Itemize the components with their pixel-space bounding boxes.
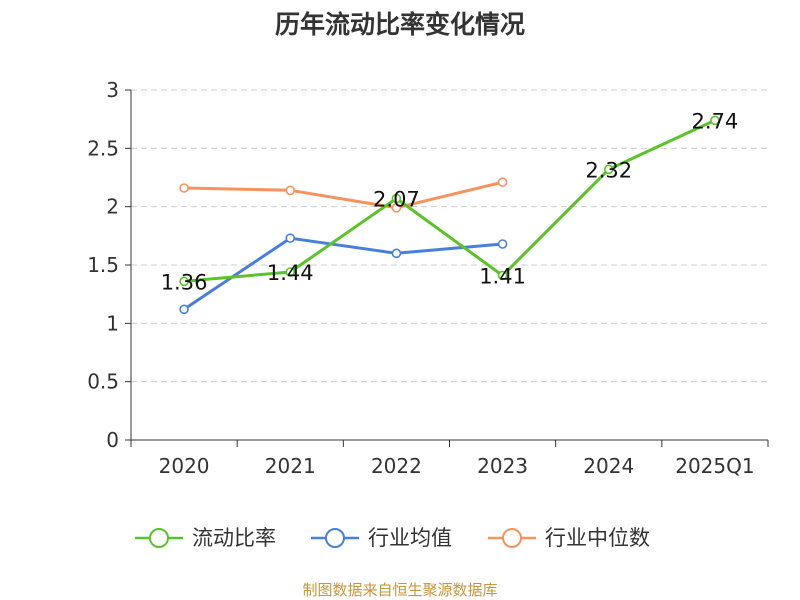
data-label: 1.41 xyxy=(479,265,526,289)
y-tick-label: 1 xyxy=(106,311,119,335)
y-tick-label: 3 xyxy=(106,78,119,102)
x-tick-label: 2021 xyxy=(265,454,316,478)
data-point xyxy=(285,185,296,196)
legend-marker-icon xyxy=(502,528,522,548)
data-label: 2.32 xyxy=(585,158,632,182)
legend-label: 行业中位数 xyxy=(545,526,650,550)
data-label: 2.07 xyxy=(373,188,420,212)
x-tick-label: 2023 xyxy=(477,454,528,478)
legend-item-3[interactable]: 行业中位数 xyxy=(488,526,650,550)
series-line-1 xyxy=(183,236,503,311)
x-tick-label: 2024 xyxy=(583,454,634,478)
x-tick-label: 2025Q1 xyxy=(675,454,754,478)
series-group xyxy=(179,115,720,315)
data-label: 1.44 xyxy=(267,261,314,285)
legend[interactable]: 流动比率 行业均值 行业中位数 xyxy=(135,526,650,550)
legend-item-2[interactable]: 行业均值 xyxy=(311,526,452,550)
data-point xyxy=(179,276,189,287)
x-tick-label: 2020 xyxy=(159,454,210,478)
series-line-2 xyxy=(184,180,503,210)
data-point xyxy=(391,203,402,213)
legend-label: 行业均值 xyxy=(368,526,452,550)
data-point xyxy=(285,267,296,277)
data-labels: 1.36 1.44 2.07 1.41 2.32 2.74 xyxy=(161,109,739,294)
data-label: 1.36 xyxy=(161,270,208,294)
legend-item-1[interactable]: 流动比率 xyxy=(135,526,276,550)
data-point xyxy=(391,193,402,204)
legend-marker-icon xyxy=(149,528,169,548)
data-point xyxy=(497,270,508,281)
series-line-0 xyxy=(183,118,716,283)
legend-label: 流动比率 xyxy=(192,526,276,550)
data-point xyxy=(285,233,296,243)
data-point xyxy=(710,115,720,126)
data-point xyxy=(497,239,508,249)
data-label: 2.74 xyxy=(692,109,739,133)
x-tick-label: 2022 xyxy=(371,454,422,478)
axes: 0 0.5 1 1.5 2 2.5 3 2020 2021 2022 2023 2024 2025Q1 xyxy=(87,78,769,478)
grid-lines xyxy=(131,89,768,383)
y-tick-label: 0.5 xyxy=(87,370,119,394)
y-tick-label: 2.5 xyxy=(87,136,119,160)
data-point xyxy=(391,248,402,259)
y-tick-label: 2 xyxy=(106,195,119,219)
source-note: 制图数据来自恒生聚源数据库 xyxy=(302,581,497,599)
data-point xyxy=(497,177,508,187)
data-point xyxy=(603,164,614,175)
y-tick-label: 0 xyxy=(106,428,119,452)
data-point xyxy=(179,183,189,193)
data-point xyxy=(179,304,189,315)
legend-marker-icon xyxy=(325,528,345,548)
chart-title: 历年流动比率变化情况 xyxy=(275,10,525,39)
y-tick-label: 1.5 xyxy=(87,253,119,277)
